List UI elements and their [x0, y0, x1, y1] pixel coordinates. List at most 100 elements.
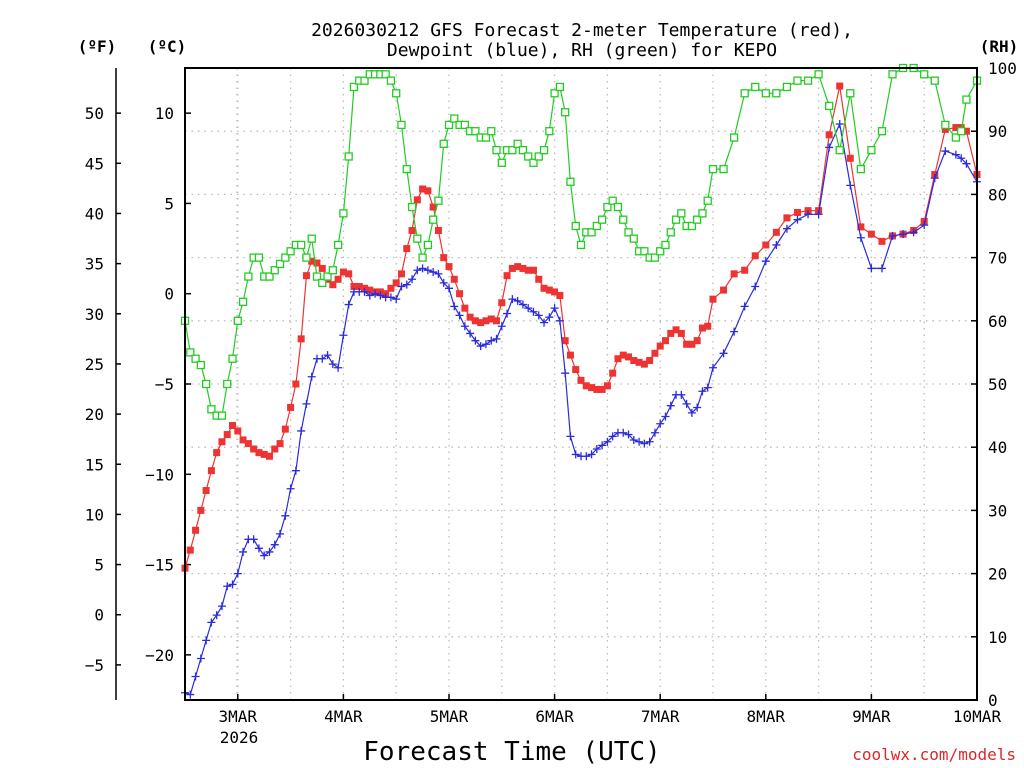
dewpoint-point — [709, 363, 717, 372]
dewpoint-point — [302, 399, 311, 408]
temperature-point — [408, 227, 416, 235]
temperature-point — [762, 241, 770, 249]
dewpoint-point — [835, 119, 844, 128]
dewpoint-point — [249, 535, 258, 544]
dewpoint-point — [276, 529, 285, 538]
x-tick-label: 5MAR — [430, 707, 469, 726]
rh-point — [318, 278, 327, 288]
temperature-point — [197, 506, 205, 514]
dewpoint-point — [640, 439, 649, 448]
temperature-point — [640, 360, 648, 368]
rh-point — [402, 164, 411, 174]
temperature-point — [403, 245, 411, 253]
rh-point — [217, 411, 227, 420]
dewpoint-point — [693, 403, 702, 412]
temperature-point — [508, 264, 516, 272]
rh-point — [708, 164, 718, 174]
f-tick-label: 35 — [85, 255, 104, 274]
plot-frame — [184, 67, 978, 701]
rh-point — [344, 152, 353, 161]
temperature-point — [582, 382, 590, 390]
x-tick-label: 4MAR — [324, 707, 363, 726]
rh-point — [687, 221, 697, 231]
temperature-point — [661, 337, 669, 345]
rh-tick-label: 20 — [988, 565, 1007, 584]
dewpoint-point — [450, 302, 459, 311]
dewpoint-point — [402, 280, 411, 289]
rh-point — [671, 215, 681, 224]
temperature-point — [434, 227, 442, 235]
temperature-point — [345, 270, 353, 278]
dewpoint-point — [233, 569, 242, 578]
temperature-point — [192, 526, 200, 534]
rh-point — [297, 240, 306, 250]
dewpoint-point — [645, 437, 654, 446]
rh-point — [576, 240, 586, 250]
temperature-point — [244, 440, 252, 448]
dewpoint-point — [434, 269, 443, 278]
rh-point — [233, 316, 242, 325]
rh-tick-label: 0 — [988, 691, 998, 710]
temperature-point — [397, 270, 405, 278]
temperature-point — [672, 326, 680, 334]
dewpoint-point — [587, 450, 596, 459]
rh-point — [650, 253, 660, 262]
rh-point — [254, 253, 264, 262]
temperature-point — [260, 450, 268, 458]
dewpoint-point — [239, 547, 248, 556]
temperature-point — [535, 275, 543, 283]
rh-point — [497, 158, 506, 167]
f-tick-label: 40 — [85, 204, 104, 223]
dewpoint-point — [408, 275, 417, 284]
temperature-point — [450, 275, 458, 283]
x-tick-label: 10MAR — [953, 707, 1002, 726]
rh-point — [270, 266, 279, 275]
temperature-point — [793, 208, 801, 216]
temperature-point — [239, 436, 247, 444]
dewpoint-point — [909, 228, 918, 237]
f-tick-label: 5 — [94, 556, 104, 575]
dewpoint-point — [360, 287, 369, 296]
dewpoint-point — [635, 437, 644, 446]
dewpoint-point — [228, 580, 237, 589]
temperature-point — [493, 317, 501, 325]
rh-tick-label: 10 — [988, 628, 1007, 647]
dewpoint-point — [466, 329, 475, 338]
f-tick-label: 30 — [85, 305, 104, 324]
dewpoint-point — [196, 654, 205, 663]
rh-point — [555, 82, 565, 92]
rh-point — [825, 101, 834, 111]
grid-lines — [185, 68, 978, 700]
unit-label-rh: (RH) — [980, 37, 1019, 56]
rh-point — [487, 127, 496, 136]
temperature-point — [519, 264, 527, 272]
dewpoint-point — [888, 231, 897, 240]
temperature-point — [466, 313, 474, 321]
x-tick-label: 8MAR — [747, 707, 786, 726]
dewpoint-point — [397, 282, 406, 291]
dewpoint-point — [471, 336, 480, 345]
series-layer — [180, 63, 982, 699]
rh-point — [957, 127, 966, 136]
dewpoint-point — [260, 551, 269, 560]
temperature-point — [545, 286, 553, 294]
rh-point — [286, 247, 295, 256]
rh-point — [413, 234, 422, 243]
dewpoint-point — [730, 327, 739, 336]
temperature-point — [514, 263, 522, 271]
rh-point — [814, 70, 823, 79]
temperature-point — [429, 203, 437, 211]
dewpoint-point — [418, 264, 427, 273]
dewpoint-point — [529, 307, 538, 316]
dewpoint-point — [598, 441, 607, 450]
rh-point — [587, 228, 596, 237]
rh-point — [429, 215, 438, 224]
c-tick-label: 5 — [164, 194, 174, 213]
temperature-point — [339, 268, 347, 276]
temperature-point — [593, 385, 601, 393]
rh-point — [619, 215, 628, 224]
rh-point — [360, 76, 369, 85]
c-tick-label: 0 — [164, 285, 174, 304]
dewpoint-point — [328, 360, 337, 369]
dewpoint-point — [318, 354, 327, 363]
